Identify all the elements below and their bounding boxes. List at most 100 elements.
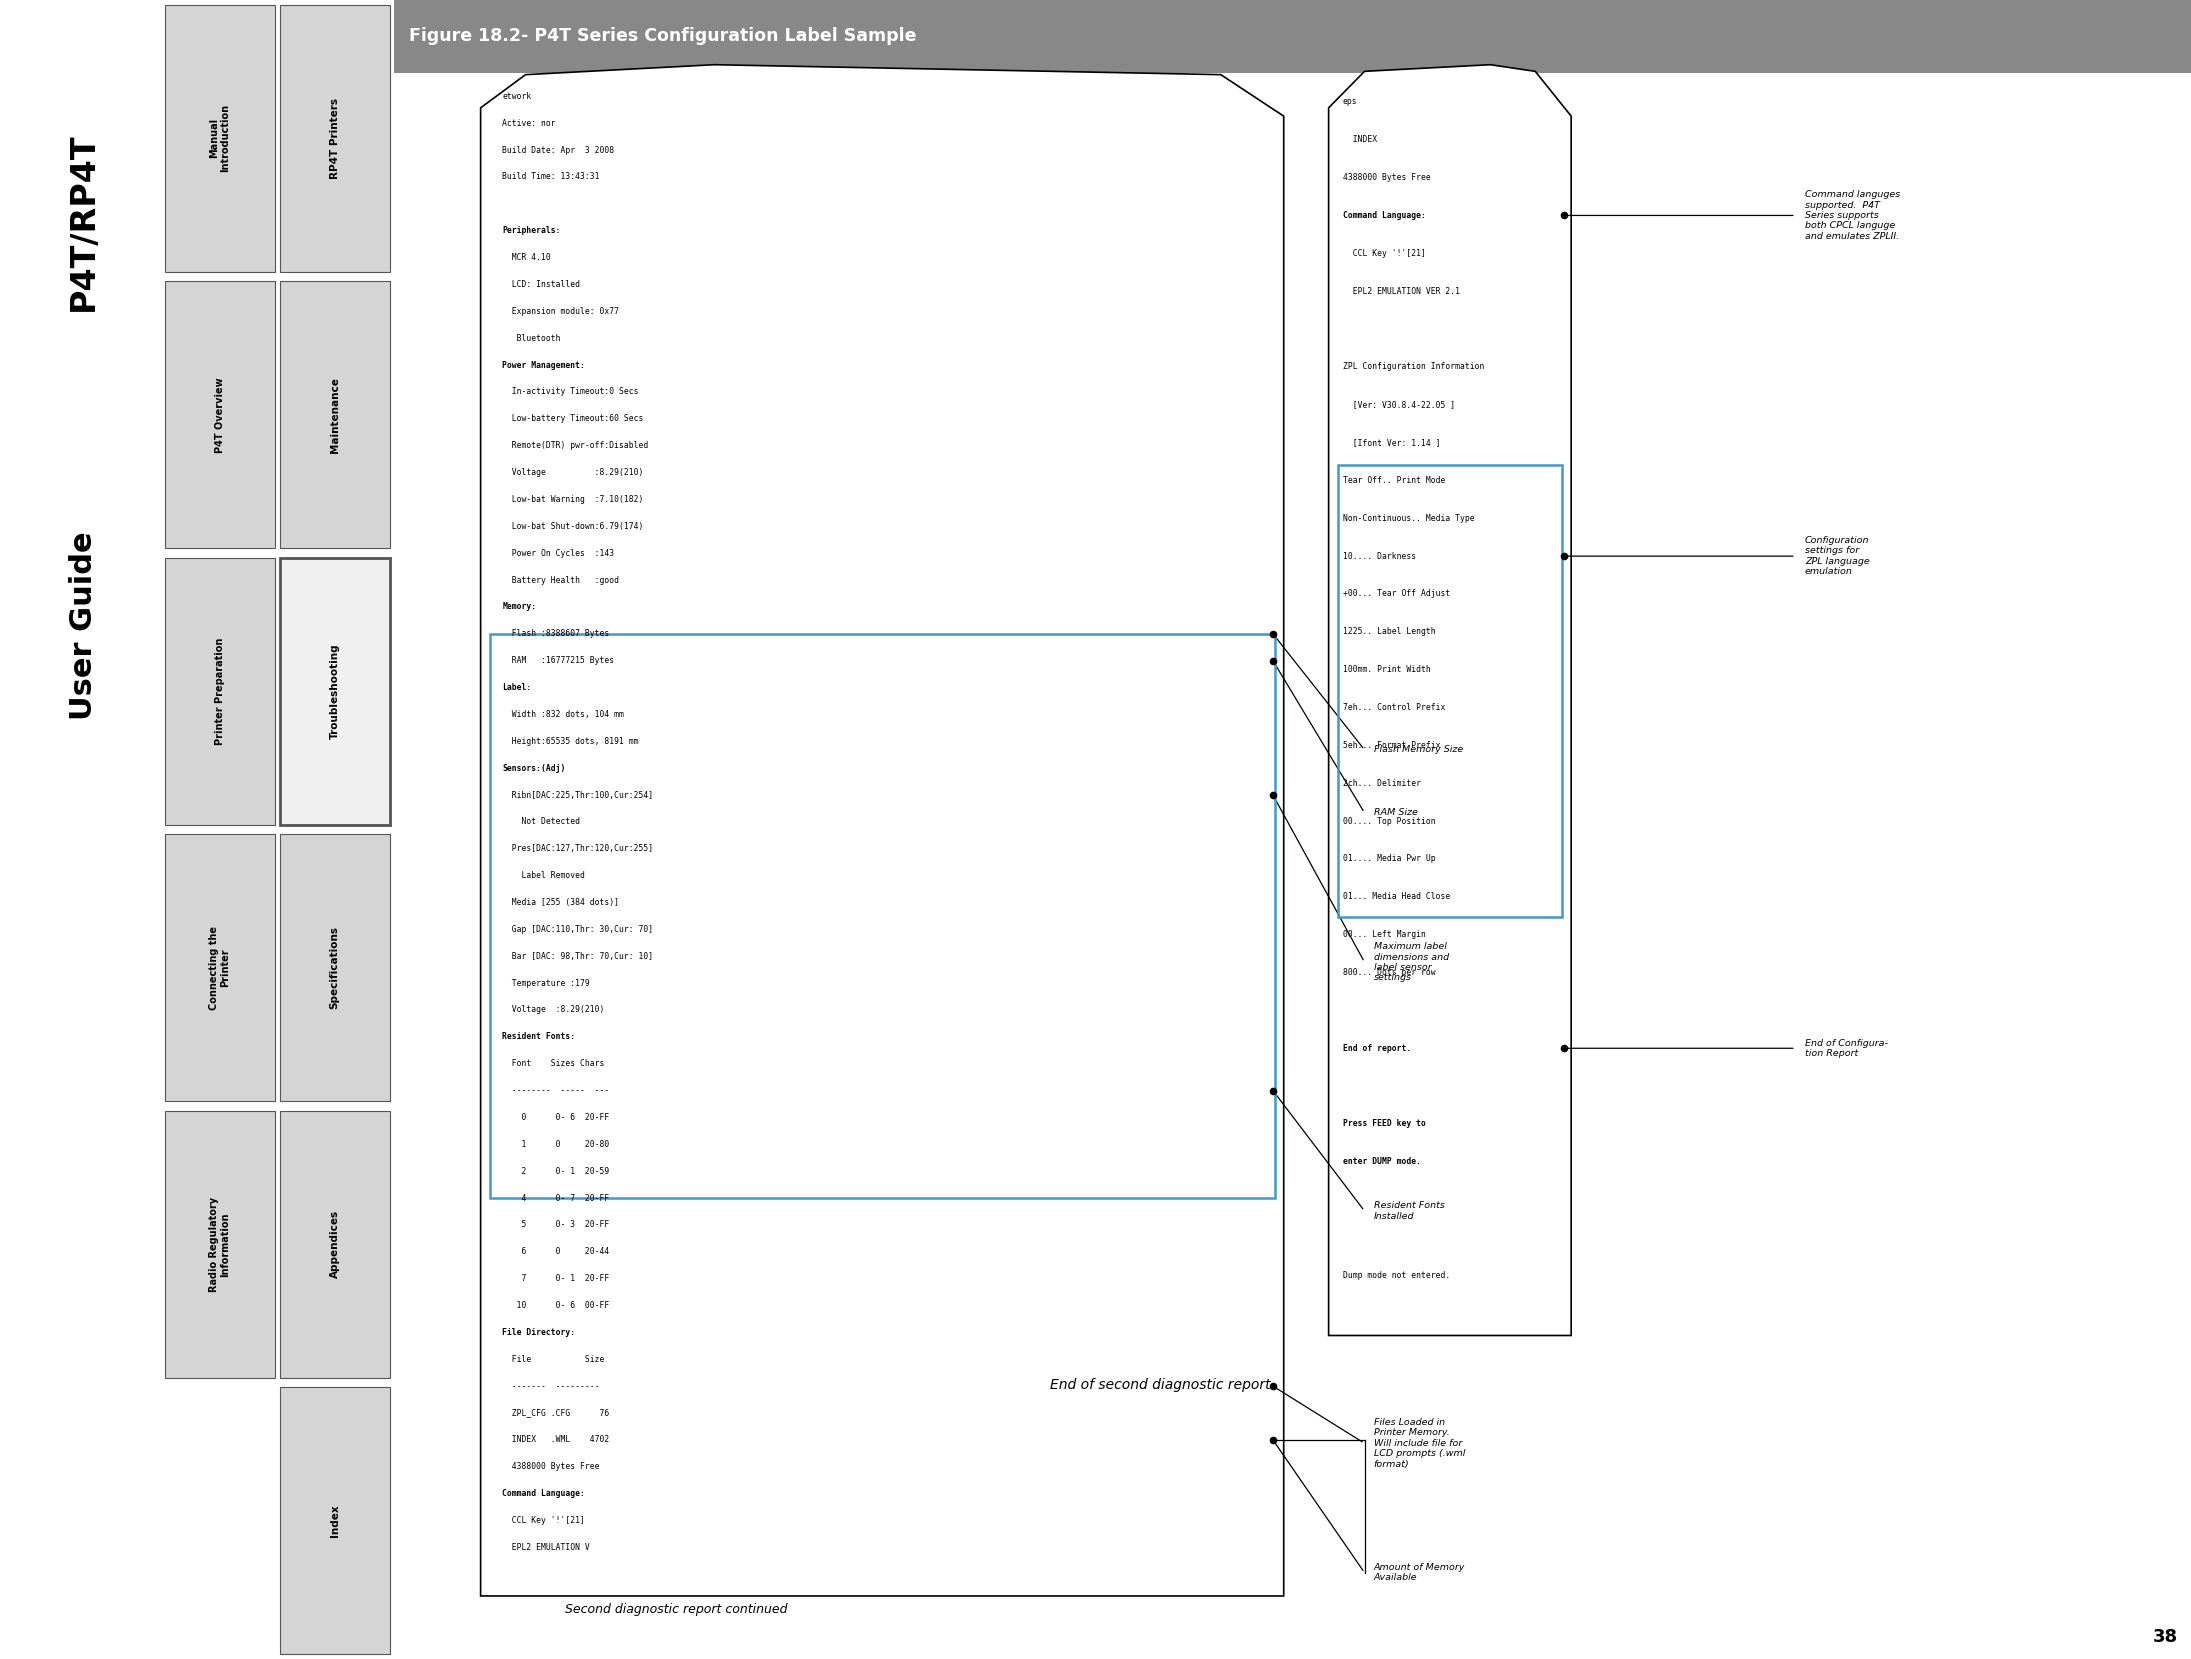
Text: Peripherals:: Peripherals:	[502, 226, 561, 236]
Text: Build Time: 13:43:31: Build Time: 13:43:31	[502, 173, 600, 181]
Text: Label:: Label:	[502, 684, 532, 692]
Text: INDEX   .WML    4702: INDEX .WML 4702	[502, 1435, 609, 1445]
Text: 6      0     20-44: 6 0 20-44	[502, 1248, 609, 1256]
Text: 01.... Media Pwr Up: 01.... Media Pwr Up	[1343, 854, 1435, 863]
Text: 01... Media Head Close: 01... Media Head Close	[1343, 893, 1450, 901]
Text: Bluetooth: Bluetooth	[502, 333, 561, 343]
Text: +00... Tear Off Adjust: +00... Tear Off Adjust	[1343, 589, 1450, 599]
FancyBboxPatch shape	[394, 0, 2191, 73]
Text: Temperature :179: Temperature :179	[502, 979, 589, 987]
Text: Configuration
settings for
ZPL language
emulation: Configuration settings for ZPL language …	[1805, 536, 1869, 576]
Text: Printer Preparation: Printer Preparation	[215, 637, 226, 745]
FancyBboxPatch shape	[280, 834, 390, 1102]
Text: Press FEED key to: Press FEED key to	[1343, 1120, 1426, 1128]
Text: 4388000 Bytes Free: 4388000 Bytes Free	[502, 1462, 600, 1472]
FancyBboxPatch shape	[164, 282, 274, 547]
Text: User Guide: User Guide	[68, 531, 99, 720]
Text: Specifications: Specifications	[329, 926, 340, 1009]
Text: End of report.: End of report.	[1343, 1044, 1411, 1053]
Text: Build Date: Apr  3 2008: Build Date: Apr 3 2008	[502, 146, 613, 154]
Text: [Ifont Ver: 1.14 ]: [Ifont Ver: 1.14 ]	[1343, 438, 1439, 446]
Polygon shape	[480, 65, 1284, 1596]
FancyBboxPatch shape	[164, 1112, 274, 1377]
Text: Label Removed: Label Removed	[502, 871, 585, 881]
Text: Low-bat Shut-down:6.79(174): Low-bat Shut-down:6.79(174)	[502, 523, 644, 531]
Text: Maximum label
dimensions and
label sensor
settings: Maximum label dimensions and label senso…	[1374, 942, 1448, 982]
Text: Tear Off.. Print Mode: Tear Off.. Print Mode	[1343, 476, 1446, 484]
Text: 00... Left Margin: 00... Left Margin	[1343, 931, 1426, 939]
Text: 10      0- 6  00-FF: 10 0- 6 00-FF	[502, 1301, 609, 1311]
Text: End of Configura-
tion Report: End of Configura- tion Report	[1805, 1039, 1889, 1058]
Text: Command Language:: Command Language:	[502, 1490, 585, 1498]
FancyBboxPatch shape	[280, 1387, 390, 1654]
Text: Memory:: Memory:	[502, 602, 537, 612]
Text: In-activity Timeout:0 Secs: In-activity Timeout:0 Secs	[502, 388, 640, 397]
Text: Manual
Introduction: Manual Introduction	[208, 105, 230, 173]
Text: Non-Continuous.. Media Type: Non-Continuous.. Media Type	[1343, 514, 1475, 523]
Text: 5eh... Format Prefix: 5eh... Format Prefix	[1343, 742, 1439, 750]
FancyBboxPatch shape	[280, 1112, 390, 1377]
Text: 5      0- 3  20-FF: 5 0- 3 20-FF	[502, 1221, 609, 1229]
Text: Power On Cycles  :143: Power On Cycles :143	[502, 549, 613, 557]
Text: LCD: Installed: LCD: Installed	[502, 280, 581, 289]
Text: RAM Size: RAM Size	[1374, 808, 1418, 818]
Text: enter DUMP mode.: enter DUMP mode.	[1343, 1158, 1422, 1166]
Text: RAM   :16777215 Bytes: RAM :16777215 Bytes	[502, 657, 613, 665]
Text: 1      0     20-80: 1 0 20-80	[502, 1140, 609, 1148]
Text: File Directory:: File Directory:	[502, 1327, 576, 1337]
Text: Troubleshooting: Troubleshooting	[329, 644, 340, 738]
Text: Bar [DAC: 98,Thr: 70,Cur: 10]: Bar [DAC: 98,Thr: 70,Cur: 10]	[502, 952, 653, 961]
Text: Index: Index	[329, 1505, 340, 1536]
Text: INDEX: INDEX	[1343, 136, 1378, 144]
Text: 100mm. Print Width: 100mm. Print Width	[1343, 665, 1431, 674]
Text: Battery Health   :good: Battery Health :good	[502, 576, 620, 584]
Text: Gap [DAC:110,Thr: 30,Cur: 70]: Gap [DAC:110,Thr: 30,Cur: 70]	[502, 924, 653, 934]
Text: 10.... Darkness: 10.... Darkness	[1343, 552, 1415, 561]
Text: Command languges
supported.  P4T
Series supports
both CPCL languge
and emulates : Command languges supported. P4T Series s…	[1805, 191, 1900, 241]
FancyBboxPatch shape	[280, 557, 390, 825]
Text: Files Loaded in
Printer Memory.
Will include file for
LCD prompts (.wml
format): Files Loaded in Printer Memory. Will inc…	[1374, 1418, 1466, 1468]
FancyBboxPatch shape	[280, 282, 390, 547]
Text: CCL Key '!'[21]: CCL Key '!'[21]	[502, 1516, 585, 1525]
FancyBboxPatch shape	[280, 5, 390, 272]
Text: Voltage  :8.29(210): Voltage :8.29(210)	[502, 1005, 605, 1014]
Text: 0      0- 6  20-FF: 0 0- 6 20-FF	[502, 1113, 609, 1121]
Text: Resident Fonts:: Resident Fonts:	[502, 1032, 576, 1042]
Text: Width :832 dots, 104 mm: Width :832 dots, 104 mm	[502, 710, 624, 718]
Text: Power Management:: Power Management:	[502, 360, 585, 370]
Text: End of second diagnostic report: End of second diagnostic report	[1049, 1379, 1271, 1392]
Text: Figure 18.2- P4T Series Configuration Label Sample: Figure 18.2- P4T Series Configuration La…	[410, 28, 916, 45]
Text: RP4T Printers: RP4T Printers	[329, 98, 340, 179]
Text: Ribn[DAC:225,Thr:100,Cur:254]: Ribn[DAC:225,Thr:100,Cur:254]	[502, 790, 653, 800]
Text: Appendices: Appendices	[329, 1209, 340, 1279]
Text: [Ver: V30.8.4-22.05 ]: [Ver: V30.8.4-22.05 ]	[1343, 400, 1455, 410]
Text: Amount of Memory
Available: Amount of Memory Available	[1374, 1563, 1466, 1583]
Text: Command Language:: Command Language:	[1343, 211, 1426, 221]
Text: Voltage          :8.29(210): Voltage :8.29(210)	[502, 468, 644, 478]
Text: Height:65535 dots, 8191 mm: Height:65535 dots, 8191 mm	[502, 737, 640, 747]
Text: Sensors:(Adj): Sensors:(Adj)	[502, 763, 565, 773]
FancyBboxPatch shape	[164, 557, 274, 825]
Text: Expansion module: 0x77: Expansion module: 0x77	[502, 307, 620, 315]
Text: MCR 4.10: MCR 4.10	[502, 254, 550, 262]
Text: Radio Regulatory
Information: Radio Regulatory Information	[208, 1196, 230, 1292]
Text: Remote(DTR) pwr-off:Disabled: Remote(DTR) pwr-off:Disabled	[502, 441, 649, 450]
Text: Flash :8388607 Bytes: Flash :8388607 Bytes	[502, 629, 609, 639]
Text: 1225.. Label Length: 1225.. Label Length	[1343, 627, 1435, 637]
Text: etwork: etwork	[502, 91, 532, 101]
Text: 4388000 Bytes Free: 4388000 Bytes Free	[1343, 173, 1431, 182]
Text: Active: nor: Active: nor	[502, 119, 557, 128]
Text: EPL2 EMULATION V: EPL2 EMULATION V	[502, 1543, 589, 1551]
Text: CCL Key '!'[21]: CCL Key '!'[21]	[1343, 249, 1426, 257]
Polygon shape	[1328, 65, 1571, 1335]
Text: Maintenance: Maintenance	[329, 377, 340, 453]
Text: 00.... Top Position: 00.... Top Position	[1343, 816, 1435, 826]
Text: P4T/RP4T: P4T/RP4T	[66, 133, 99, 312]
Text: Dump mode not entered.: Dump mode not entered.	[1343, 1271, 1450, 1279]
Text: Not Detected: Not Detected	[502, 818, 581, 826]
Text: ZPL Configuration Information: ZPL Configuration Information	[1343, 362, 1483, 372]
Text: Pres[DAC:127,Thr:120,Cur:255]: Pres[DAC:127,Thr:120,Cur:255]	[502, 844, 653, 853]
FancyBboxPatch shape	[164, 834, 274, 1102]
Text: 800... Dots per row: 800... Dots per row	[1343, 969, 1435, 977]
Text: Connecting the
Printer: Connecting the Printer	[208, 926, 230, 1010]
